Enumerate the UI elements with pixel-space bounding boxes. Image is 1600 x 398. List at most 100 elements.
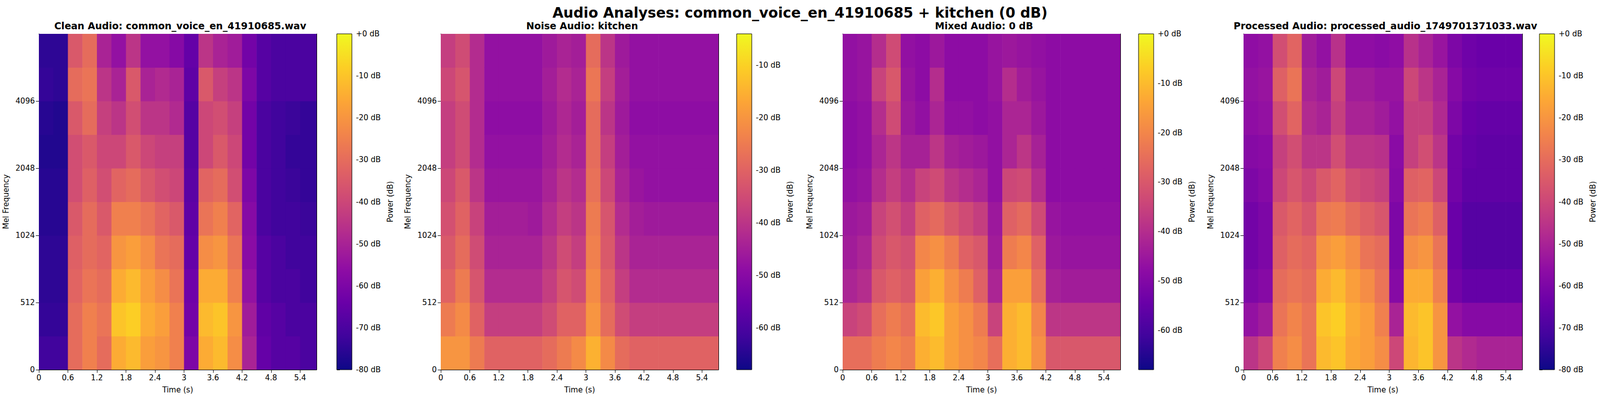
svg-text:1.2: 1.2 bbox=[894, 373, 907, 383]
svg-text:4096: 4096 bbox=[1220, 96, 1240, 106]
svg-text:-70 dB: -70 dB bbox=[355, 323, 381, 333]
svg-text:1024: 1024 bbox=[1220, 230, 1240, 240]
svg-text:0: 0 bbox=[36, 373, 42, 383]
svg-text:Mel Frequency: Mel Frequency bbox=[805, 174, 815, 230]
svg-text:Power (dB): Power (dB) bbox=[1588, 181, 1598, 223]
svg-text:1.8: 1.8 bbox=[1324, 373, 1337, 383]
svg-text:0: 0 bbox=[1241, 373, 1247, 383]
svg-text:3: 3 bbox=[1386, 373, 1392, 383]
svg-text:0.6: 0.6 bbox=[1266, 373, 1279, 383]
svg-text:Clean Audio: common_voice_en_4: Clean Audio: common_voice_en_41910685.wa… bbox=[54, 20, 307, 32]
svg-text:-40 dB: -40 dB bbox=[355, 197, 381, 207]
svg-text:-20 dB: -20 dB bbox=[355, 113, 381, 123]
svg-text:0: 0 bbox=[29, 365, 35, 375]
svg-text:Mel Frequency: Mel Frequency bbox=[1, 174, 11, 230]
svg-text:3: 3 bbox=[181, 373, 187, 383]
svg-text:-30 dB: -30 dB bbox=[755, 165, 781, 175]
svg-text:Mel Frequency: Mel Frequency bbox=[403, 174, 413, 230]
svg-text:-20 dB: -20 dB bbox=[1157, 128, 1183, 138]
svg-text:4096: 4096 bbox=[417, 96, 437, 106]
svg-text:-80 dB: -80 dB bbox=[355, 365, 381, 375]
svg-text:0: 0 bbox=[840, 373, 846, 383]
svg-text:-60 dB: -60 dB bbox=[755, 323, 781, 333]
svg-text:3.6: 3.6 bbox=[1010, 373, 1023, 383]
svg-text:3.6: 3.6 bbox=[1412, 373, 1425, 383]
svg-text:1024: 1024 bbox=[417, 230, 437, 240]
svg-text:1.2: 1.2 bbox=[1295, 373, 1308, 383]
svg-text:1.8: 1.8 bbox=[522, 373, 535, 383]
svg-text:-60 dB: -60 dB bbox=[355, 281, 381, 291]
svg-text:Time (s): Time (s) bbox=[162, 385, 194, 395]
svg-text:2.4: 2.4 bbox=[952, 373, 965, 383]
svg-text:4.8: 4.8 bbox=[1470, 373, 1483, 383]
svg-text:-30 dB: -30 dB bbox=[355, 155, 381, 165]
svg-text:0: 0 bbox=[833, 365, 839, 375]
svg-text:3: 3 bbox=[583, 373, 589, 383]
svg-text:-70 dB: -70 dB bbox=[1558, 323, 1584, 333]
svg-text:Noise Audio: kitchen: Noise Audio: kitchen bbox=[526, 20, 638, 32]
svg-text:-20 dB: -20 dB bbox=[755, 113, 781, 123]
svg-text:1.2: 1.2 bbox=[492, 373, 505, 383]
svg-text:Power (dB): Power (dB) bbox=[785, 181, 795, 223]
svg-text:2.4: 2.4 bbox=[148, 373, 162, 383]
svg-text:2048: 2048 bbox=[15, 163, 35, 173]
svg-text:1.8: 1.8 bbox=[923, 373, 937, 383]
svg-text:+0 dB: +0 dB bbox=[355, 29, 380, 39]
svg-text:4.2: 4.2 bbox=[236, 373, 249, 383]
svg-text:-80 dB: -80 dB bbox=[1558, 365, 1584, 375]
svg-text:Time (s): Time (s) bbox=[563, 385, 596, 395]
svg-text:0.6: 0.6 bbox=[463, 373, 477, 383]
svg-text:0.6: 0.6 bbox=[62, 373, 75, 383]
svg-text:Time (s): Time (s) bbox=[1367, 385, 1399, 395]
svg-text:-60 dB: -60 dB bbox=[1558, 281, 1584, 291]
svg-text:2048: 2048 bbox=[417, 163, 437, 173]
svg-text:-40 dB: -40 dB bbox=[1558, 197, 1584, 207]
svg-text:512: 512 bbox=[1224, 297, 1240, 307]
svg-text:-40 dB: -40 dB bbox=[1157, 226, 1183, 236]
svg-text:-50 dB: -50 dB bbox=[755, 270, 781, 280]
svg-text:4.8: 4.8 bbox=[666, 373, 680, 383]
svg-text:-30 dB: -30 dB bbox=[1558, 155, 1584, 165]
svg-text:2048: 2048 bbox=[1220, 163, 1240, 173]
svg-text:-10 dB: -10 dB bbox=[755, 60, 781, 70]
svg-text:1024: 1024 bbox=[819, 230, 839, 240]
svg-text:-50 dB: -50 dB bbox=[1157, 276, 1183, 286]
svg-text:-60 dB: -60 dB bbox=[1157, 325, 1183, 335]
svg-text:5.4: 5.4 bbox=[1499, 373, 1512, 383]
svg-text:Power (dB): Power (dB) bbox=[1187, 181, 1197, 223]
svg-text:0: 0 bbox=[438, 373, 444, 383]
svg-text:-10 dB: -10 dB bbox=[1558, 71, 1584, 81]
svg-text:-50 dB: -50 dB bbox=[355, 239, 381, 249]
svg-text:4096: 4096 bbox=[819, 96, 839, 106]
svg-text:-40 dB: -40 dB bbox=[755, 218, 781, 228]
svg-text:0: 0 bbox=[431, 365, 437, 375]
svg-text:5.4: 5.4 bbox=[695, 373, 708, 383]
svg-text:3: 3 bbox=[985, 373, 991, 383]
svg-text:Audio Analyses: common_voice_e: Audio Analyses: common_voice_en_41910685… bbox=[552, 4, 1048, 22]
svg-text:-10 dB: -10 dB bbox=[1157, 78, 1183, 88]
svg-text:4096: 4096 bbox=[15, 96, 35, 106]
svg-text:+0 dB: +0 dB bbox=[1558, 29, 1583, 39]
svg-text:-50 dB: -50 dB bbox=[1558, 239, 1584, 249]
svg-text:4.2: 4.2 bbox=[638, 373, 651, 383]
svg-text:1.8: 1.8 bbox=[120, 373, 133, 383]
svg-text:512: 512 bbox=[422, 297, 437, 307]
svg-text:Mel Frequency: Mel Frequency bbox=[1206, 174, 1216, 230]
svg-text:-30 dB: -30 dB bbox=[1157, 177, 1183, 187]
svg-text:-20 dB: -20 dB bbox=[1558, 113, 1584, 123]
svg-text:512: 512 bbox=[823, 297, 839, 307]
svg-text:Processed Audio: processed_aud: Processed Audio: processed_audio_1749701… bbox=[1233, 20, 1538, 32]
svg-text:2.4: 2.4 bbox=[550, 373, 563, 383]
svg-text:1024: 1024 bbox=[15, 230, 35, 240]
svg-text:Time (s): Time (s) bbox=[965, 385, 998, 395]
svg-text:512: 512 bbox=[20, 297, 35, 307]
svg-text:-10 dB: -10 dB bbox=[355, 71, 381, 81]
svg-text:Mixed Audio: 0 dB: Mixed Audio: 0 dB bbox=[935, 20, 1034, 32]
svg-text:5.4: 5.4 bbox=[293, 373, 306, 383]
svg-text:1.2: 1.2 bbox=[90, 373, 103, 383]
svg-text:0: 0 bbox=[1234, 365, 1240, 375]
svg-text:+0 dB: +0 dB bbox=[1157, 29, 1182, 39]
svg-text:2048: 2048 bbox=[819, 163, 839, 173]
svg-text:3.6: 3.6 bbox=[207, 373, 220, 383]
svg-text:3.6: 3.6 bbox=[608, 373, 622, 383]
